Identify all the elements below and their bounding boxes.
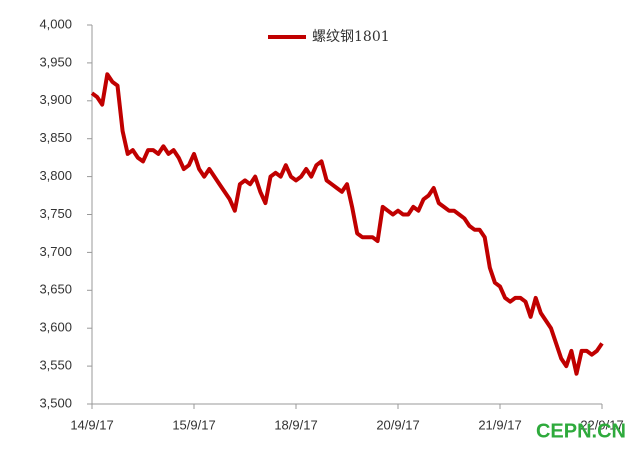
x-tick-label: 20/9/17 — [376, 417, 419, 432]
y-tick-label: 3,800 — [39, 168, 72, 183]
x-tick-label: 14/9/17 — [70, 417, 113, 432]
legend-label: 螺纹钢1801 — [312, 29, 390, 45]
y-tick-label: 3,600 — [39, 320, 72, 335]
y-tick-label: 3,950 — [39, 54, 72, 69]
y-tick-label: 3,500 — [39, 395, 72, 410]
y-tick-label: 3,550 — [39, 358, 72, 373]
x-tick-label: 22/9/17 — [580, 417, 623, 432]
x-tick-label: 21/9/17 — [478, 417, 521, 432]
x-tick-label: 15/9/17 — [172, 417, 215, 432]
y-tick-label: 3,750 — [39, 206, 72, 221]
watermark: CEPN.CN — [536, 420, 626, 442]
x-tick-label: 18/9/17 — [274, 417, 317, 432]
y-tick-label: 3,850 — [39, 130, 72, 145]
line — [90, 72, 604, 376]
y-tick-label: 3,700 — [39, 244, 72, 259]
y-tick-label: 3,650 — [39, 282, 72, 297]
y-tick-label: 3,900 — [39, 92, 72, 107]
y-tick-label: 4,000 — [39, 16, 72, 31]
